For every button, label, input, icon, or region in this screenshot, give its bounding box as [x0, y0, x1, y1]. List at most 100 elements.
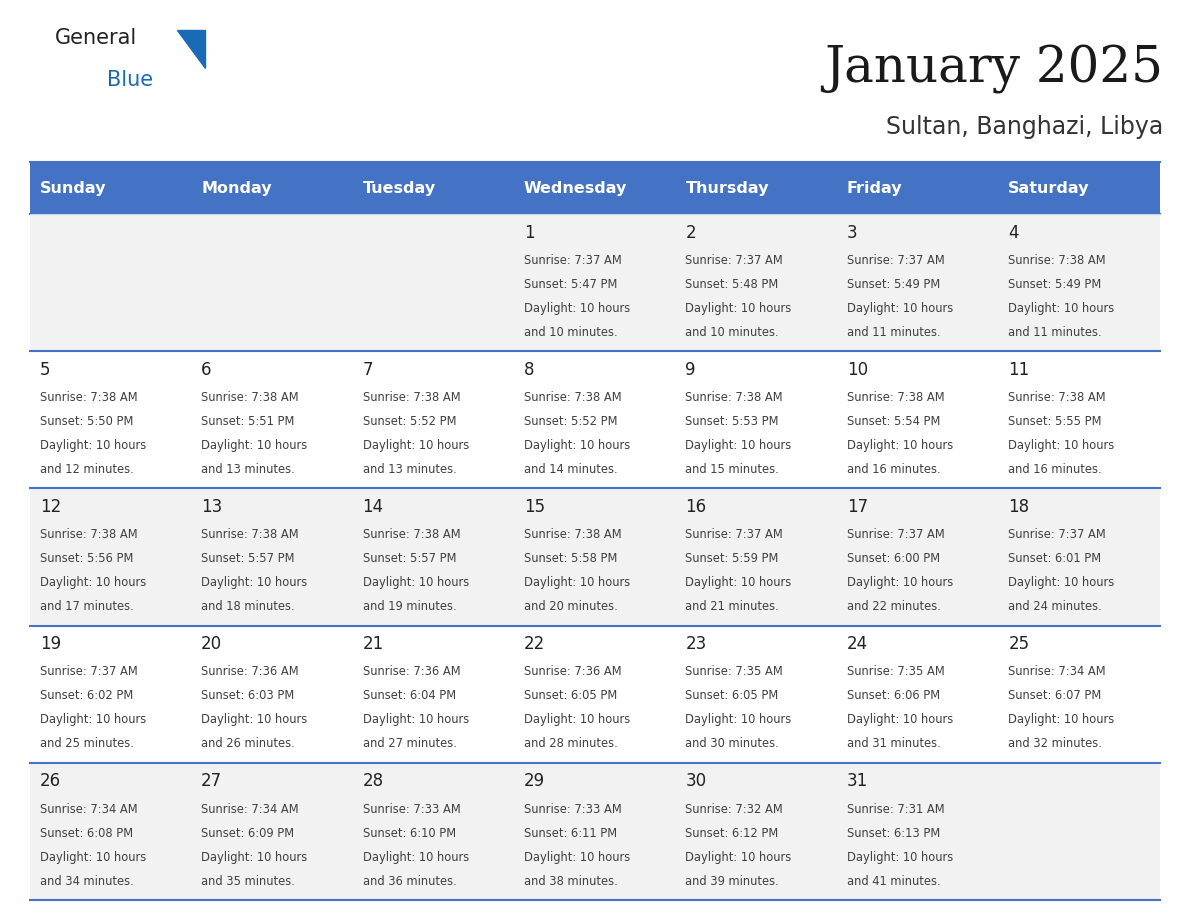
Text: and 28 minutes.: and 28 minutes. [524, 737, 618, 750]
Text: Sunrise: 7:38 AM: Sunrise: 7:38 AM [847, 391, 944, 404]
Text: Sunset: 5:55 PM: Sunset: 5:55 PM [1009, 415, 1101, 428]
Text: Blue: Blue [107, 70, 153, 90]
Text: 1: 1 [524, 224, 535, 241]
Text: Wednesday: Wednesday [524, 181, 627, 196]
Text: Sunrise: 7:34 AM: Sunrise: 7:34 AM [201, 802, 298, 815]
Text: and 36 minutes.: and 36 minutes. [362, 875, 456, 888]
Text: 13: 13 [201, 498, 222, 516]
Text: Sunset: 5:54 PM: Sunset: 5:54 PM [847, 415, 940, 428]
Bar [838, 488, 999, 625]
Bar [514, 763, 676, 900]
Text: and 14 minutes.: and 14 minutes. [524, 463, 618, 476]
Bar [514, 352, 676, 488]
Text: and 41 minutes.: and 41 minutes. [847, 875, 941, 888]
Text: Sunset: 6:04 PM: Sunset: 6:04 PM [362, 689, 456, 702]
Text: 3: 3 [847, 224, 858, 241]
Text: and 18 minutes.: and 18 minutes. [201, 600, 295, 613]
Text: 28: 28 [362, 772, 384, 790]
Text: Sunset: 5:58 PM: Sunset: 5:58 PM [524, 553, 618, 565]
Text: Sunset: 6:03 PM: Sunset: 6:03 PM [201, 689, 295, 702]
Text: Daylight: 10 hours: Daylight: 10 hours [201, 577, 308, 589]
Bar [999, 625, 1159, 763]
Text: Sunrise: 7:31 AM: Sunrise: 7:31 AM [847, 802, 944, 815]
Text: Sunset: 6:13 PM: Sunset: 6:13 PM [847, 826, 940, 840]
Bar [30, 162, 191, 214]
Text: 15: 15 [524, 498, 545, 516]
Text: Sunset: 5:53 PM: Sunset: 5:53 PM [685, 415, 779, 428]
Text: Sunrise: 7:37 AM: Sunrise: 7:37 AM [39, 666, 138, 678]
Bar [676, 763, 838, 900]
Text: and 10 minutes.: and 10 minutes. [524, 326, 618, 339]
Text: and 26 minutes.: and 26 minutes. [201, 737, 295, 750]
Text: Daylight: 10 hours: Daylight: 10 hours [685, 302, 791, 315]
Text: Sunset: 6:05 PM: Sunset: 6:05 PM [524, 689, 618, 702]
Text: Sunday: Sunday [39, 181, 106, 196]
Text: Sunset: 6:02 PM: Sunset: 6:02 PM [39, 689, 133, 702]
Text: Sunset: 6:10 PM: Sunset: 6:10 PM [362, 826, 456, 840]
Text: Sunset: 5:57 PM: Sunset: 5:57 PM [362, 553, 456, 565]
Text: 11: 11 [1009, 361, 1030, 379]
Text: Daylight: 10 hours: Daylight: 10 hours [1009, 302, 1114, 315]
Text: Daylight: 10 hours: Daylight: 10 hours [201, 851, 308, 864]
Text: Sunset: 5:57 PM: Sunset: 5:57 PM [201, 553, 295, 565]
Text: Sultan, Banghazi, Libya: Sultan, Banghazi, Libya [886, 115, 1163, 139]
Text: Saturday: Saturday [1009, 181, 1089, 196]
Text: 6: 6 [201, 361, 211, 379]
Bar [191, 763, 353, 900]
Text: and 32 minutes.: and 32 minutes. [1009, 737, 1102, 750]
Bar [191, 488, 353, 625]
Text: Sunrise: 7:38 AM: Sunrise: 7:38 AM [362, 528, 460, 542]
Bar [191, 625, 353, 763]
Text: 24: 24 [847, 635, 868, 654]
Text: Daylight: 10 hours: Daylight: 10 hours [524, 302, 630, 315]
Text: and 27 minutes.: and 27 minutes. [362, 737, 456, 750]
Text: Sunrise: 7:35 AM: Sunrise: 7:35 AM [847, 666, 944, 678]
Bar [191, 162, 353, 214]
Text: 16: 16 [685, 498, 707, 516]
Text: Sunrise: 7:35 AM: Sunrise: 7:35 AM [685, 666, 783, 678]
Bar [30, 763, 191, 900]
Text: Daylight: 10 hours: Daylight: 10 hours [847, 302, 953, 315]
Text: Daylight: 10 hours: Daylight: 10 hours [362, 851, 469, 864]
Bar [191, 214, 353, 352]
Text: Daylight: 10 hours: Daylight: 10 hours [524, 439, 630, 452]
Text: and 21 minutes.: and 21 minutes. [685, 600, 779, 613]
Text: Daylight: 10 hours: Daylight: 10 hours [685, 577, 791, 589]
Text: Sunset: 5:56 PM: Sunset: 5:56 PM [39, 553, 133, 565]
Text: and 10 minutes.: and 10 minutes. [685, 326, 779, 339]
Bar [999, 763, 1159, 900]
Text: 9: 9 [685, 361, 696, 379]
Text: and 35 minutes.: and 35 minutes. [201, 875, 295, 888]
Bar [999, 352, 1159, 488]
Text: 20: 20 [201, 635, 222, 654]
Bar [676, 625, 838, 763]
Text: Sunset: 5:49 PM: Sunset: 5:49 PM [847, 278, 940, 291]
Text: and 38 minutes.: and 38 minutes. [524, 875, 618, 888]
Text: Tuesday: Tuesday [362, 181, 436, 196]
Text: and 25 minutes.: and 25 minutes. [39, 737, 133, 750]
Text: and 22 minutes.: and 22 minutes. [847, 600, 941, 613]
Text: 22: 22 [524, 635, 545, 654]
Bar [353, 214, 514, 352]
Text: Sunset: 5:50 PM: Sunset: 5:50 PM [39, 415, 133, 428]
Text: Thursday: Thursday [685, 181, 769, 196]
Text: Sunset: 5:49 PM: Sunset: 5:49 PM [1009, 278, 1101, 291]
Text: Daylight: 10 hours: Daylight: 10 hours [1009, 577, 1114, 589]
Text: 21: 21 [362, 635, 384, 654]
Text: Sunset: 6:05 PM: Sunset: 6:05 PM [685, 689, 778, 702]
Text: Daylight: 10 hours: Daylight: 10 hours [524, 713, 630, 726]
Text: and 11 minutes.: and 11 minutes. [847, 326, 941, 339]
Text: 14: 14 [362, 498, 384, 516]
Text: Sunrise: 7:34 AM: Sunrise: 7:34 AM [39, 802, 138, 815]
Text: and 11 minutes.: and 11 minutes. [1009, 326, 1102, 339]
Text: Daylight: 10 hours: Daylight: 10 hours [524, 577, 630, 589]
Text: Daylight: 10 hours: Daylight: 10 hours [39, 713, 146, 726]
Text: Sunrise: 7:38 AM: Sunrise: 7:38 AM [39, 391, 138, 404]
Polygon shape [177, 30, 206, 68]
Text: Daylight: 10 hours: Daylight: 10 hours [685, 851, 791, 864]
Text: 4: 4 [1009, 224, 1019, 241]
Bar [514, 214, 676, 352]
Text: Sunset: 5:52 PM: Sunset: 5:52 PM [362, 415, 456, 428]
Text: Sunset: 5:48 PM: Sunset: 5:48 PM [685, 278, 778, 291]
Bar [999, 162, 1159, 214]
